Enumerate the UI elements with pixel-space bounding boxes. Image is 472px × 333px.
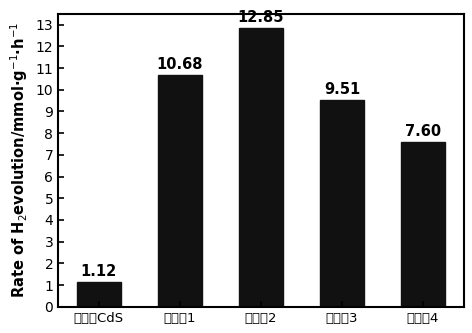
Bar xyxy=(158,75,202,307)
Bar xyxy=(320,101,364,307)
Bar xyxy=(239,28,283,307)
Bar xyxy=(76,282,121,307)
Text: 12.85: 12.85 xyxy=(238,10,284,25)
Y-axis label: Rate of H$_2$evolution/mmol·g$^{-1}$·h$^{-1}$: Rate of H$_2$evolution/mmol·g$^{-1}$·h$^… xyxy=(8,22,30,298)
Text: 9.51: 9.51 xyxy=(324,82,360,97)
Text: 10.68: 10.68 xyxy=(157,57,203,72)
Text: 1.12: 1.12 xyxy=(81,264,117,279)
Text: 7.60: 7.60 xyxy=(405,124,441,139)
Bar xyxy=(401,142,445,307)
